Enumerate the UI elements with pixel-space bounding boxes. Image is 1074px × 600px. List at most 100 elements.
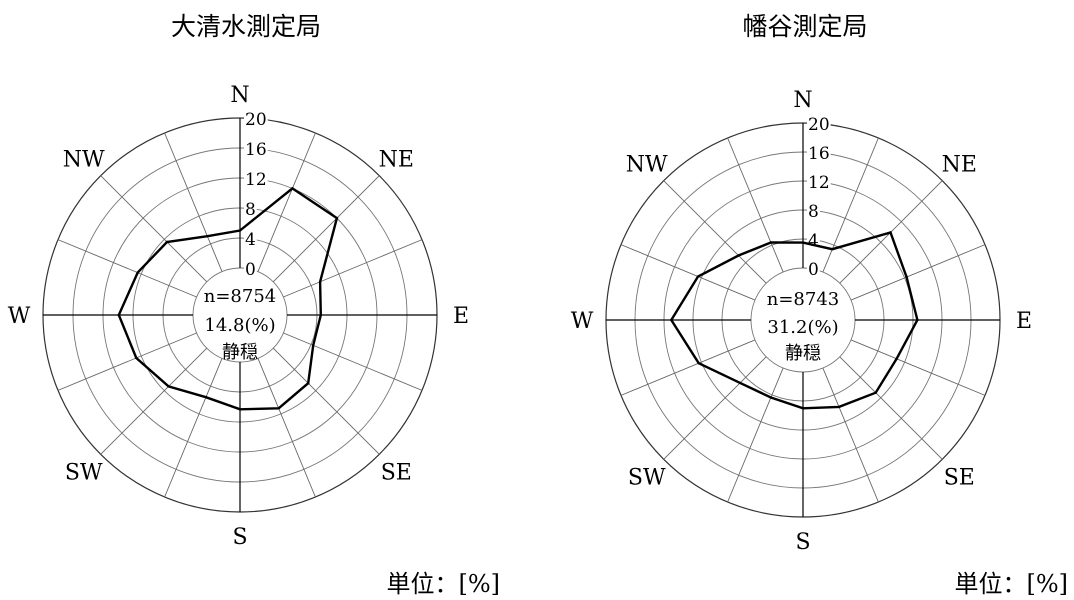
direction-label-right-ne: NE bbox=[942, 153, 977, 178]
spoke-right-ene bbox=[850, 244, 986, 301]
center-n-left: n=8754 bbox=[204, 286, 276, 307]
direction-label-right-n: N bbox=[793, 88, 812, 113]
direction-label-right-sw: SW bbox=[628, 465, 666, 490]
spoke-left-sse bbox=[257, 358, 316, 498]
spoke-left-nne bbox=[257, 132, 316, 272]
rtick-label-right-4: 4 bbox=[808, 231, 819, 251]
rtick-label-left-12: 12 bbox=[245, 170, 267, 190]
direction-label-right-nw: NW bbox=[626, 153, 668, 178]
data-point-left-nnw bbox=[206, 235, 209, 238]
rtick-label-left-4: 4 bbox=[245, 230, 256, 250]
rtick-label-right-20: 20 bbox=[808, 115, 830, 135]
data-point-right-se bbox=[874, 391, 877, 394]
rtick-bg-left-16 bbox=[244, 142, 268, 158]
rtick-bg-right-0 bbox=[807, 262, 820, 278]
rtick-label-left-0: 0 bbox=[245, 260, 256, 280]
data-point-right-wnw bbox=[696, 275, 700, 278]
direction-label-left-w: W bbox=[8, 304, 31, 329]
center-calm-label-left: 静穏 bbox=[222, 342, 258, 363]
spoke-right-se bbox=[839, 356, 943, 460]
data-point-right-ene bbox=[905, 275, 908, 279]
rtick-bg-left-0 bbox=[244, 262, 257, 278]
direction-label-left-se: SE bbox=[381, 460, 412, 485]
data-point-right-ssw bbox=[769, 396, 773, 399]
data-point-left-w bbox=[117, 313, 120, 317]
spoke-left-wnw bbox=[57, 239, 197, 298]
data-point-left-wnw bbox=[136, 271, 139, 274]
center-calm-pct-right: 31.2(%) bbox=[767, 317, 838, 338]
wind-rose-right: 幡谷測定局 N NE E SE S SW W NW 0 4 8 12 16 20 n=8743 31.2(… bbox=[571, 12, 1068, 598]
spoke-right-nne bbox=[822, 137, 879, 273]
spoke-right-sw bbox=[663, 356, 767, 460]
unit-label-left: 単位：[%] bbox=[386, 570, 500, 598]
data-point-left-n bbox=[238, 229, 242, 232]
spoke-right-ssw bbox=[727, 367, 784, 503]
chart-title-left: 大清水測定局 bbox=[171, 12, 321, 41]
data-point-left-e bbox=[319, 313, 322, 317]
data-point-left-ssw bbox=[204, 396, 208, 399]
data-point-left-nne bbox=[291, 187, 294, 190]
rtick-label-left-8: 8 bbox=[245, 200, 256, 220]
direction-label-right-se: SE bbox=[944, 465, 975, 490]
spoke-left-sw bbox=[100, 347, 208, 455]
rtick-bg-right-12 bbox=[807, 175, 831, 191]
spoke-left-ene bbox=[283, 239, 423, 298]
direction-label-left-e: E bbox=[453, 304, 469, 329]
spoke-left-nw bbox=[100, 175, 208, 283]
data-point-left-sw bbox=[167, 385, 170, 388]
data-point-right-s bbox=[801, 407, 805, 410]
data-point-left-nw bbox=[165, 240, 169, 244]
center-calm-pct-left: 14.8(%) bbox=[204, 315, 275, 336]
direction-label-left-nw: NW bbox=[63, 148, 105, 173]
data-point-left-s bbox=[238, 408, 242, 411]
wind-rose-left: 大清水測定局 N NE E SE S SW W NW 0 4 8 12 16 20 n=8754 14.8… bbox=[8, 12, 500, 598]
center-n-right: n=8743 bbox=[767, 289, 839, 310]
spoke-right-ese bbox=[850, 339, 986, 396]
data-point-right-sw bbox=[738, 381, 742, 385]
data-point-right-nne bbox=[831, 247, 834, 251]
rtick-label-right-0: 0 bbox=[808, 260, 819, 280]
spoke-right-sse bbox=[822, 367, 879, 503]
spoke-left-ne bbox=[272, 175, 380, 283]
direction-label-left-s: S bbox=[232, 525, 247, 550]
rtick-bg-left-12 bbox=[244, 172, 268, 188]
direction-label-left-ne: NE bbox=[379, 148, 414, 173]
spoke-right-wnw bbox=[620, 244, 756, 301]
direction-label-right-w: W bbox=[571, 309, 594, 334]
rtick-bg-right-20 bbox=[807, 117, 831, 133]
rtick-label-right-16: 16 bbox=[808, 144, 830, 164]
rose-body-right: N NE E SE S SW W NW 0 4 8 12 16 20 bbox=[571, 88, 1032, 555]
data-point-right-wsw bbox=[697, 362, 700, 365]
rtick-bg-right-8 bbox=[807, 204, 820, 220]
rtick-label-right-12: 12 bbox=[808, 173, 830, 193]
data-point-right-e bbox=[916, 318, 919, 322]
data-point-right-nnw bbox=[769, 241, 773, 244]
rtick-bg-left-4 bbox=[244, 232, 257, 248]
chart-title-right: 幡谷測定局 bbox=[742, 12, 867, 41]
data-point-left-sse bbox=[277, 407, 280, 410]
rtick-label-left-20: 20 bbox=[245, 110, 267, 130]
spoke-left-ssw bbox=[164, 358, 223, 498]
center-calm-label-right: 静穏 bbox=[785, 343, 821, 364]
spoke-right-nw bbox=[663, 180, 767, 284]
spoke-right-nnw bbox=[727, 137, 784, 273]
data-point-left-se bbox=[307, 382, 310, 385]
rtick-bg-left-20 bbox=[244, 112, 268, 128]
spoke-right-wsw bbox=[620, 339, 756, 396]
data-point-left-ene bbox=[318, 280, 322, 284]
rtick-label-right-8: 8 bbox=[808, 202, 819, 222]
data-point-left-wsw bbox=[135, 356, 138, 360]
data-point-right-sse bbox=[837, 405, 841, 409]
rtick-bg-right-16 bbox=[807, 146, 831, 162]
rtick-bg-left-8 bbox=[244, 202, 257, 218]
rtick-label-left-16: 16 bbox=[245, 140, 267, 160]
spoke-left-ese bbox=[283, 332, 423, 391]
data-point-right-nw bbox=[737, 254, 740, 257]
data-point-right-ne bbox=[889, 231, 892, 234]
spoke-left-se bbox=[272, 347, 380, 455]
rose-body-left: N NE E SE S SW W NW 0 4 8 12 16 20 bbox=[8, 83, 469, 550]
data-point-right-n bbox=[801, 241, 805, 244]
direction-label-left-sw: SW bbox=[65, 460, 103, 485]
data-point-left-ese bbox=[312, 344, 315, 347]
